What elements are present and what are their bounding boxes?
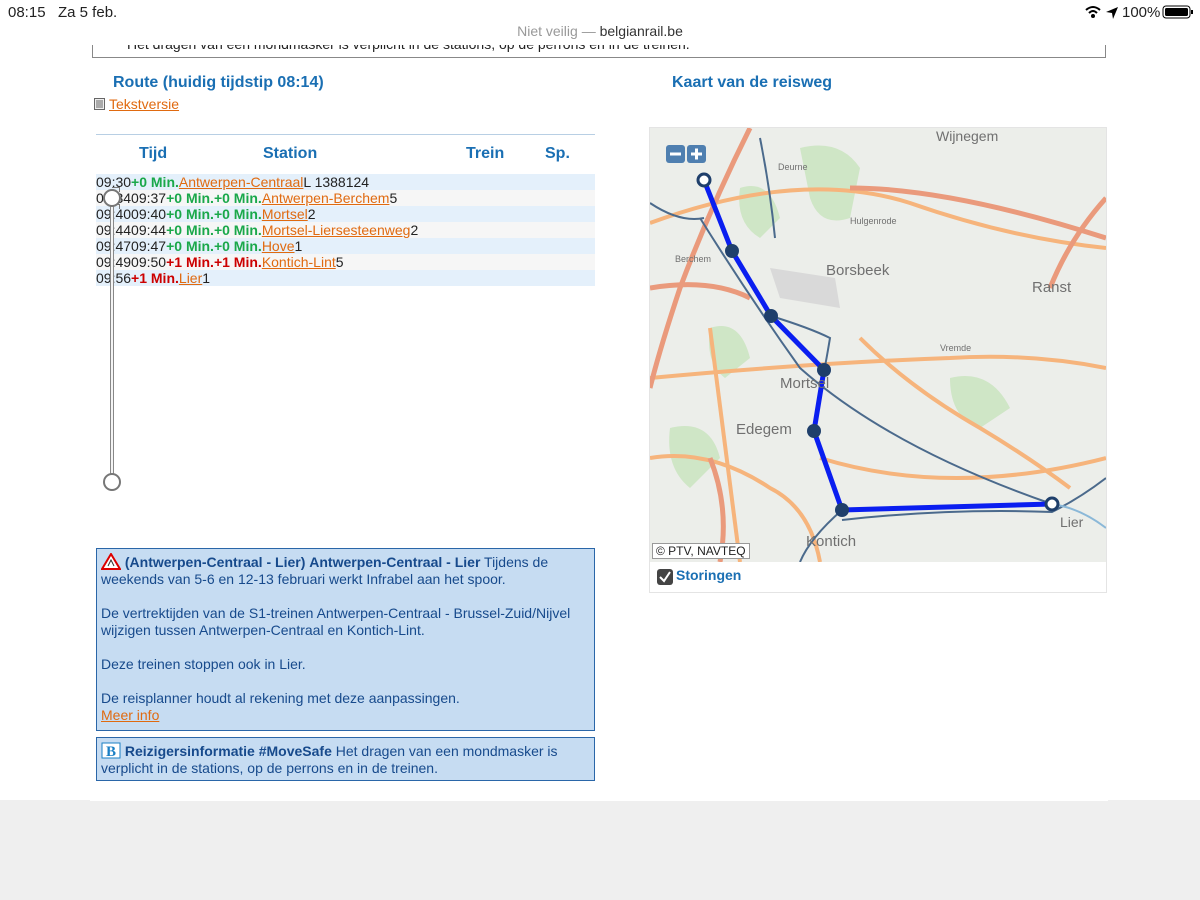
battery-icon [1162, 5, 1193, 19]
platform: 2 [410, 222, 419, 238]
station-link[interactable]: Lier [178, 270, 203, 286]
map-label: Ranst [1032, 279, 1072, 296]
route-map[interactable]: Wijnegem Deurne Hulgenrode Berchem Borsb… [650, 128, 1106, 562]
route-row: 09:56+1 Min.Lier1 [96, 270, 595, 286]
notice-paragraph: Tijdens de weekends van 5-6 en 12-13 feb… [101, 554, 549, 587]
disruption-notice: (Antwerpen-Centraal - Lier) Antwerpen-Ce… [96, 548, 595, 731]
header-station: Station [263, 145, 318, 162]
delay: +0 Min. [213, 238, 262, 254]
map-title: Kaart van de reisweg [672, 74, 833, 91]
map-label: Borsbeek [826, 262, 890, 279]
header-train: Trein [466, 145, 505, 162]
time: 09:44 [131, 222, 167, 238]
map-label: Mortsel [780, 375, 830, 392]
time: 09:50 [131, 254, 167, 270]
time: 09:37 [131, 190, 167, 206]
route-row: 09:3409:37+0 Min.+0 Min.Antwerpen-Berche… [96, 187, 595, 209]
delay: +1 Min. [166, 254, 214, 270]
platform: 1 [294, 238, 303, 254]
map-label: Kontich [806, 533, 857, 550]
route-row: 09:30+0 Min.Antwerpen-CentraalL 1388124 [96, 174, 595, 190]
platform: 1 [202, 270, 211, 286]
station-link[interactable]: Hove [261, 238, 295, 254]
text-version-link[interactable]: Tekstversie [109, 96, 180, 112]
warning-icon [100, 552, 122, 570]
header-time: Tijd [139, 145, 168, 162]
delay: +0 Min. [213, 206, 262, 222]
station-link[interactable]: Kontich-Lint [261, 254, 336, 270]
map-label: Lier [1060, 514, 1084, 530]
notice-title: Antwerpen-Centraal - Lier [309, 554, 481, 570]
map-frame [649, 127, 1107, 593]
station-link[interactable]: Antwerpen-Centraal [178, 174, 304, 190]
wifi-location-icons [1085, 6, 1118, 19]
delay: +0 Min. [166, 222, 214, 238]
url: belgianrail.be [599, 23, 683, 39]
notice-paragraph: De reisplanner houdt al rekening met dez… [101, 690, 460, 706]
map-canvas [650, 128, 1106, 562]
more-info-link[interactable]: Meer info [101, 707, 160, 723]
map-copyright: © PTV, NAVTEQ [652, 543, 750, 559]
map-label: Vremde [940, 343, 972, 353]
delay: +0 Min. [131, 174, 179, 190]
notice-text: Het dragen van een mondmasker is verplic… [101, 743, 558, 776]
delay: +1 Min. [213, 254, 262, 270]
status-bar: 08:15 Za 5 feb. Niet veilig — belgianrai… [0, 0, 1200, 45]
b-logo: B [101, 742, 121, 760]
table-top-border [96, 134, 595, 135]
map-label: Deurne [778, 162, 808, 172]
time: 09:47 [131, 238, 167, 254]
route-row: 09:4709:47+0 Min.+0 Min.Hove1 [96, 187, 595, 254]
notice-title: Reizigersinformatie #MoveSafe [124, 743, 332, 759]
route-row: 09:4409:44+0 Min.+0 Min.Mortsel-Liersest… [96, 187, 595, 238]
notice-paragraph: Deze treinen stoppen ook in Lier. [101, 656, 306, 672]
time: 09:40 [131, 206, 167, 222]
map-label: Hulgenrode [850, 216, 897, 226]
notice-route: (Antwerpen-Centraal - Lier) [124, 554, 306, 570]
route-table: 09:30+0 Min.Antwerpen-CentraalL 1388124 0… [96, 174, 595, 507]
delay: +1 Min. [131, 270, 179, 286]
platform: 24 [353, 174, 370, 190]
station-link[interactable]: Antwerpen-Berchem [261, 190, 390, 206]
notice-paragraph: De vertrektijden van de S1-treinen Antwe… [101, 605, 571, 638]
platform: 2 [307, 206, 316, 222]
delay: +0 Min. [213, 190, 262, 206]
platform: 5 [335, 254, 344, 270]
checkbox[interactable] [656, 568, 674, 586]
text-icon [94, 98, 105, 110]
timeline [103, 189, 121, 491]
disruptions-toggle[interactable]: Storingen [676, 567, 742, 583]
map-label: Berchem [675, 254, 712, 264]
clock: 08:15 [8, 4, 46, 21]
map-label: Wijnegem [936, 128, 999, 144]
route-title: Route (huidig tijdstip 08:14) [113, 74, 324, 91]
movesafe-notice: B Reizigersinformatie #MoveSafe Het drag… [96, 737, 595, 781]
train: L 13881 [303, 174, 354, 190]
time: 09:30 [96, 174, 132, 190]
svg-text:B: B [106, 744, 116, 759]
delay: +0 Min. [166, 238, 214, 254]
station-link[interactable]: Mortsel-Liersesteenweg [261, 222, 411, 238]
map-label: Edegem [736, 421, 792, 438]
station-link[interactable]: Mortsel [261, 206, 308, 222]
delay: +0 Min. [166, 206, 214, 222]
header-platform: Sp. [545, 145, 570, 162]
battery-percent: 100% [1122, 4, 1161, 21]
delay: +0 Min. [213, 222, 262, 238]
route-row: 09:4909:50+1 Min.+1 Min.Kontich-Lint5 [96, 187, 595, 270]
date: Za 5 feb. [58, 4, 118, 21]
route-row: 09:4009:40+0 Min.+0 Min.Mortsel2 [96, 187, 595, 222]
platform: 5 [389, 190, 398, 206]
security-label: Niet veilig — [517, 23, 596, 39]
timeline-tick [112, 187, 120, 192]
address-bar[interactable]: Niet veilig — belgianrail.be [0, 23, 1200, 39]
delay: +0 Min. [166, 190, 214, 206]
